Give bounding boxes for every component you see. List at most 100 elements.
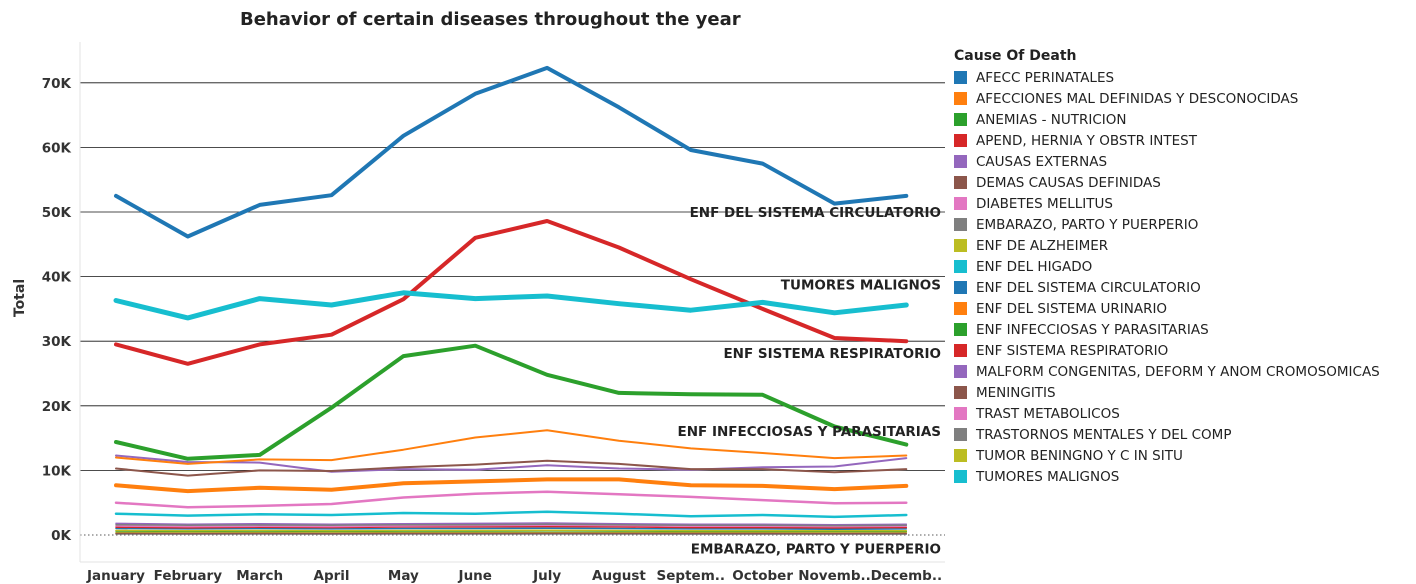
series-line[interactable] (114, 343, 909, 461)
y-tick-label: 10K (42, 463, 72, 479)
legend-label: TUMORES MALIGNOS (976, 468, 1120, 485)
y-tick-label: 60K (42, 140, 72, 156)
legend-item[interactable]: ENF DEL SISTEMA CIRCULATORIO (954, 277, 1414, 298)
x-tick-label: March (236, 568, 283, 584)
legend-item[interactable]: TUMORES MALIGNOS (954, 466, 1414, 487)
series-line[interactable] (115, 454, 908, 473)
series-line[interactable] (113, 290, 909, 321)
legend-label: DEMAS CAUSAS DEFINIDAS (976, 174, 1161, 191)
legend-item[interactable]: MENINGITIS (954, 382, 1414, 403)
legend-item[interactable]: CAUSAS EXTERNAS (954, 151, 1414, 172)
legend-swatch (954, 470, 967, 483)
series-line[interactable] (115, 524, 908, 528)
legend-label: ENF DEL HIGADO (976, 258, 1093, 275)
line-chart: 0K 10K 20K 30K 40K 50K 60K 70K Total January Febru… (12, 42, 945, 584)
legend-item[interactable]: APEND, HERNIA Y OBSTR INTEST (954, 130, 1414, 151)
x-tick-label: January (86, 568, 145, 584)
x-tick-label: June (458, 568, 492, 584)
series-line[interactable] (114, 65, 909, 239)
legend-label: CAUSAS EXTERNAS (976, 153, 1108, 170)
y-tick-label: 20K (42, 399, 72, 415)
legend-item[interactable]: AFECCIONES MAL DEFINIDAS Y DESCONOCIDAS (954, 88, 1414, 109)
legend-item[interactable]: TRAST METABOLICOS (954, 403, 1414, 424)
legend-label: ENF DEL SISTEMA CIRCULATORIO (976, 279, 1201, 296)
legend-label: EMBARAZO, PARTO Y PUERPERIO (976, 216, 1199, 233)
x-tick-label: August (592, 568, 646, 584)
legend-label: DIABETES MELLITUS (976, 195, 1113, 212)
x-tick-label: Decemb.. (871, 568, 943, 584)
legend-swatch (954, 260, 967, 273)
legend-swatch (954, 239, 967, 252)
line-label: ENF DEL SISTEMA CIRCULATORIO (690, 205, 941, 221)
chart-title: Behavior of certain diseases throughout … (240, 9, 741, 30)
legend-item[interactable]: EMBARAZO, PARTO Y PUERPERIO (954, 214, 1414, 235)
legend-item[interactable]: ANEMIAS - NUTRICION (954, 109, 1414, 130)
series-line[interactable] (115, 529, 908, 532)
legend: Cause Of Death AFECC PERINATALES AFECCION… (954, 46, 1414, 487)
series-line[interactable] (115, 525, 908, 529)
legend-swatch (954, 344, 967, 357)
line-label: TUMORES MALIGNOS (781, 277, 941, 293)
y-tick-label: 40K (42, 270, 72, 286)
legend-item[interactable]: ENF DEL HIGADO (954, 256, 1414, 277)
gridlines (80, 82, 945, 536)
x-tick-label: May (388, 568, 419, 584)
legend-swatch (954, 197, 967, 210)
y-tick-label: 50K (42, 205, 72, 221)
series-line[interactable] (115, 522, 908, 526)
series-line[interactable] (114, 219, 909, 366)
legend-swatch (954, 428, 967, 441)
legend-swatch (954, 323, 967, 336)
legend-swatch (954, 386, 967, 399)
legend-swatch (954, 365, 967, 378)
line-label: ENF INFECCIOSAS Y PARASITARIAS (678, 424, 941, 440)
legend-item[interactable]: MALFORM CONGENITAS, DEFORM Y ANOM CROMOS… (954, 361, 1414, 382)
x-tick-label: February (154, 568, 223, 584)
legend-label: ANEMIAS - NUTRICION (976, 111, 1127, 128)
legend-label: TRASTORNOS MENTALES Y DEL COMP (976, 426, 1232, 443)
legend-swatch (954, 218, 967, 231)
legend-item[interactable]: TRASTORNOS MENTALES Y DEL COMP (954, 424, 1414, 445)
legend-label: TRAST METABOLICOS (976, 405, 1120, 422)
legend-swatch (954, 281, 967, 294)
legend-label: APEND, HERNIA Y OBSTR INTEST (976, 132, 1197, 149)
y-tick-label: 70K (42, 76, 72, 92)
series-line[interactable] (114, 490, 908, 509)
legend-item[interactable]: DEMAS CAUSAS DEFINIDAS (954, 172, 1414, 193)
legend-swatch (954, 407, 967, 420)
series-line[interactable] (115, 523, 908, 527)
legend-item[interactable]: ENF INFECCIOSAS Y PARASITARIAS (954, 319, 1414, 340)
y-tick-label: 30K (42, 334, 72, 350)
legend-swatch (954, 155, 967, 168)
series-line[interactable] (115, 527, 908, 530)
series-line[interactable] (115, 429, 908, 465)
legend-label: AFECCIONES MAL DEFINIDAS Y DESCONOCIDAS (976, 90, 1299, 107)
series-line[interactable] (114, 510, 908, 519)
x-tick-label: July (532, 568, 561, 584)
legend-title: Cause Of Death (954, 48, 1077, 64)
legend-item[interactable]: ENF DE ALZHEIMER (954, 235, 1414, 256)
legend-swatch (954, 176, 967, 189)
line-annotations: ENF DEL SISTEMA CIRCULATORIO TUMORES MALI… (678, 205, 941, 558)
x-tick-label: Novemb.. (798, 568, 871, 584)
series-line[interactable] (115, 459, 908, 477)
legend-item[interactable]: ENF DEL SISTEMA URINARIO (954, 298, 1414, 319)
legend-item[interactable]: AFECC PERINATALES (954, 67, 1414, 88)
line-label: ENF SISTEMA RESPIRATORIO (723, 346, 941, 362)
series-line[interactable] (114, 477, 909, 494)
legend-label: AFECC PERINATALES (976, 69, 1115, 86)
y-axis-label: Total (12, 279, 28, 317)
legend-swatch (954, 71, 967, 84)
legend-swatch (954, 113, 967, 126)
legend-swatch (954, 92, 967, 105)
legend-label: TUMOR BENINGNO Y C IN SITU (976, 447, 1183, 464)
legend-item[interactable]: TUMOR BENINGNO Y C IN SITU (954, 445, 1414, 466)
legend-label: ENF DEL SISTEMA URINARIO (976, 300, 1168, 317)
x-tick-label: October (732, 568, 793, 584)
y-tick-label: 0K (51, 528, 71, 544)
legend-swatch (954, 134, 967, 147)
legend-item[interactable]: DIABETES MELLITUS (954, 193, 1414, 214)
legend-swatch (954, 302, 967, 315)
legend-label: ENF DE ALZHEIMER (976, 237, 1109, 254)
legend-item[interactable]: ENF SISTEMA RESPIRATORIO (954, 340, 1414, 361)
